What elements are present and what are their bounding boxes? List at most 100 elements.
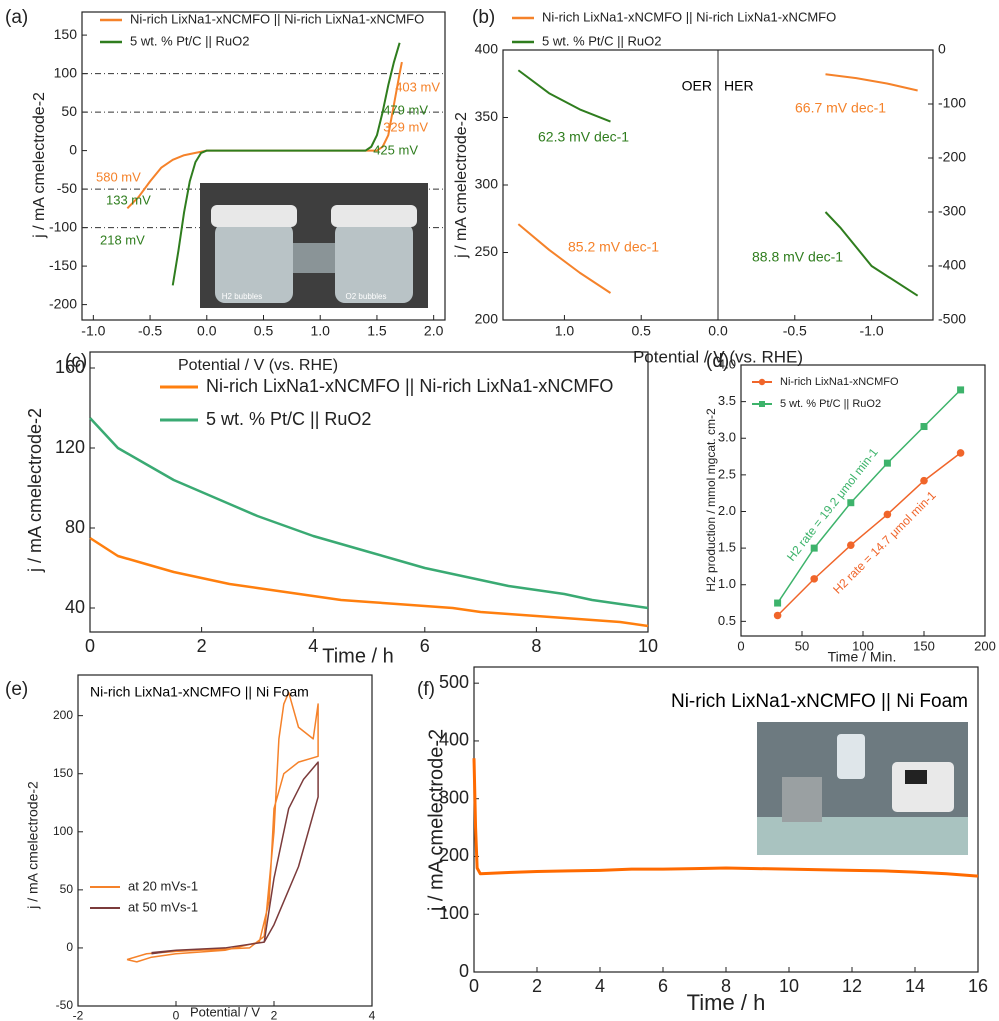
data-line	[776, 389, 962, 604]
y-tick-label: 50	[61, 103, 77, 119]
y-tick-label: -50	[56, 998, 74, 1012]
legend-label: at 50 mVs-1	[128, 899, 198, 914]
beaker-right-lid	[331, 205, 417, 227]
legend-label: at 20 mVs-1	[128, 878, 198, 893]
annotation: Ni-rich LixNa1-xNCMFO || Ni Foam	[90, 684, 309, 700]
y-tick-label: 2.0	[718, 503, 736, 518]
y-axis-label: j / mA cmelectrode-2	[25, 781, 41, 910]
x-tick-label: 2	[271, 1008, 278, 1021]
x-tick-label: 2	[197, 636, 207, 656]
panel-label: (a)	[5, 7, 28, 28]
annotation: 88.8 mV dec-1	[752, 249, 843, 265]
annotation: H2 rate = 19.2 μmol min-1	[784, 445, 881, 564]
y-tick-label: 1.0	[718, 576, 736, 591]
panel-label: (b)	[472, 7, 495, 28]
y-tick-label: 250	[475, 243, 499, 259]
annotation: 218 mV	[100, 232, 145, 247]
y-tick-label: 150	[54, 26, 78, 42]
annotation: Ni-rich LixNa1-xNCMFO || Ni Foam	[671, 691, 968, 712]
x-tick-label: 0	[85, 636, 95, 656]
legend-label: 5 wt. % Pt/C || RuO2	[130, 33, 249, 48]
y-tick-label: -150	[49, 257, 77, 273]
data-line	[777, 452, 962, 617]
y-tick-label: -100	[49, 218, 77, 234]
data-point	[847, 541, 855, 549]
cell	[782, 777, 822, 822]
y-tick-label: 1.5	[718, 540, 736, 555]
y-axis-label: j / mA cmelectrode-2	[25, 408, 45, 573]
x-tick-label: 6	[658, 976, 668, 996]
y-tick-label: 200	[53, 708, 73, 722]
y-tick-label: 0	[459, 961, 469, 981]
x-tick-label: 10	[779, 976, 799, 996]
x-tick-label: 0	[173, 1008, 180, 1021]
x-tick-label: 150	[913, 638, 935, 653]
y2-tick-label: -400	[938, 257, 966, 273]
y-tick-label: 4.0	[718, 356, 736, 371]
legend-label: Ni-rich LixNa1-xNCMFO || Ni-rich LixNa1-…	[130, 11, 424, 26]
data-point	[883, 459, 891, 467]
y-tick-label: 100	[439, 903, 469, 923]
data-line	[517, 69, 611, 123]
y2-tick-label: -200	[938, 149, 966, 165]
annotation: 66.7 mV dec-1	[795, 100, 886, 116]
x-tick-label: 16	[968, 976, 988, 996]
data-point	[920, 423, 928, 431]
x-tick-label: 8	[531, 636, 541, 656]
y-tick-label: 0	[69, 141, 77, 157]
annotation: H2 bubbles	[222, 292, 262, 301]
data-point	[774, 599, 782, 607]
x-tick-label: 100	[852, 638, 874, 653]
x-tick-label: 4	[369, 1008, 376, 1021]
x-axis-label: Time / h	[687, 990, 766, 1015]
data-point	[773, 611, 782, 620]
x-axis-label: Time / Min.	[828, 649, 897, 665]
legend-label: 5 wt. % Pt/C || RuO2	[780, 398, 881, 410]
beaker-left-lid	[211, 205, 297, 227]
annotation: 580 mV	[96, 169, 141, 184]
x-tick-label: 0.5	[254, 323, 274, 339]
y-tick-label: 100	[54, 64, 78, 80]
annotation: 329 mV	[383, 119, 428, 134]
x-axis-label: Potential / V	[190, 1004, 260, 1019]
y-tick-label: 2.5	[718, 466, 736, 481]
x-tick-label: 1.0	[555, 323, 575, 339]
data-point	[847, 499, 855, 507]
x-tick-label: 50	[795, 638, 809, 653]
bottle	[837, 734, 865, 779]
annotation: 425 mV	[373, 142, 418, 157]
data-point	[920, 476, 928, 485]
bridge	[293, 243, 335, 273]
legend-label: 5 wt. % Pt/C || RuO2	[206, 409, 371, 429]
plot-frame	[77, 674, 373, 1007]
y-tick-label: 50	[60, 882, 74, 896]
y-tick-label: -50	[57, 180, 77, 196]
x-tick-label: 1.5	[367, 323, 387, 339]
x-tick-label: 4	[595, 976, 605, 996]
x-tick-label: 200	[974, 638, 996, 653]
y-tick-label: 150	[53, 766, 73, 780]
y-tick-label: 500	[439, 672, 469, 692]
x-tick-label: 0.0	[197, 323, 217, 339]
y-tick-label: 3.5	[718, 393, 736, 408]
data-line	[824, 211, 919, 297]
legend-label: Ni-rich LixNa1-xNCMFO	[780, 376, 899, 388]
legend-label: Ni-rich LixNa1-xNCMFO || Ni-rich LixNa1-…	[542, 9, 836, 24]
data-point	[810, 575, 818, 583]
data-line	[151, 761, 319, 955]
annotation: OER	[682, 78, 712, 94]
beaker-left	[215, 223, 293, 303]
x-tick-label: 12	[842, 976, 862, 996]
data-line	[89, 536, 649, 628]
annotation: H2 rate = 14.7 μmol min-1	[830, 488, 939, 597]
x-tick-label: -2	[73, 1008, 84, 1021]
x-tick-label: 1.0	[310, 323, 330, 339]
y-tick-label: -200	[49, 295, 77, 311]
annotation: 403 mV	[395, 79, 440, 94]
y-tick-label: 160	[55, 357, 85, 377]
x-axis-label: Potential / V (vs. RHE)	[178, 357, 338, 374]
x-tick-label: 8	[721, 976, 731, 996]
x-tick-label: 0	[469, 976, 479, 996]
y2-tick-label: 0	[938, 41, 946, 57]
